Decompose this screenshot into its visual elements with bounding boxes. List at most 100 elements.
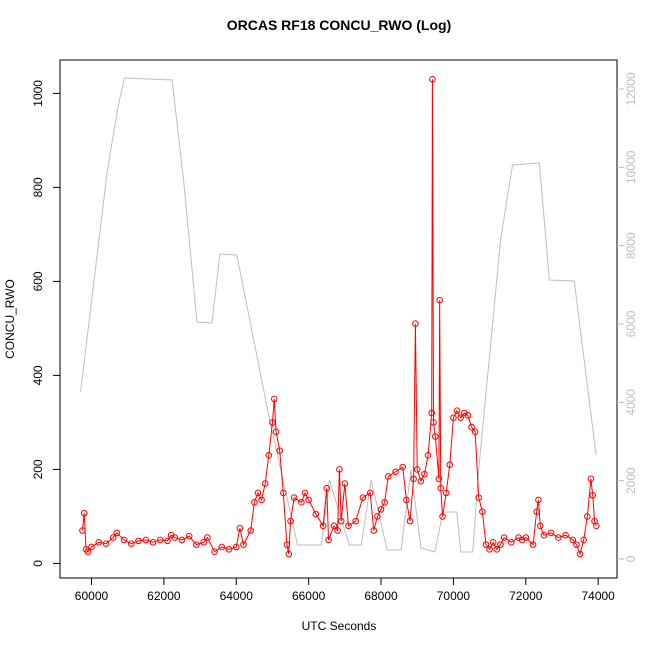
data-point — [193, 541, 200, 548]
data-point — [336, 466, 343, 473]
data-point — [102, 540, 110, 547]
data-point — [429, 75, 436, 83]
y-tick-label: 0 — [31, 560, 45, 567]
data-point — [593, 522, 600, 530]
data-point — [319, 522, 327, 530]
data-point — [337, 517, 345, 525]
data-point — [352, 517, 359, 525]
data-point — [127, 540, 135, 547]
data-point — [471, 428, 479, 436]
data-point — [312, 510, 320, 518]
data-point — [200, 538, 207, 546]
data-point — [508, 538, 515, 546]
data-point — [536, 522, 544, 530]
data-point — [269, 419, 276, 426]
data-point — [522, 534, 530, 541]
data-point — [377, 506, 385, 513]
data-point — [413, 466, 421, 473]
data-point — [468, 423, 475, 431]
data-point — [482, 541, 490, 548]
data-point — [236, 524, 244, 532]
data-point — [120, 536, 128, 544]
data-point — [430, 419, 437, 426]
x-tick-label: 72000 — [509, 589, 543, 603]
series-line — [81, 79, 597, 556]
data-point — [171, 534, 179, 541]
y-tick-label: 800 — [31, 177, 45, 197]
data-point — [374, 513, 381, 520]
data-point — [251, 499, 258, 506]
data-point — [475, 494, 483, 501]
data-point — [84, 548, 92, 555]
data-point — [276, 447, 283, 454]
data-point — [497, 541, 504, 548]
data-point — [569, 536, 577, 544]
data-point — [79, 527, 86, 534]
x-axis-label: UTC Seconds — [302, 619, 377, 633]
data-point — [359, 494, 367, 501]
data-point — [301, 489, 309, 497]
data-point — [272, 428, 280, 436]
data-point — [584, 513, 591, 520]
data-point — [225, 546, 233, 553]
data-point — [211, 548, 218, 555]
data-point — [218, 543, 226, 551]
data-point — [442, 489, 450, 497]
series-line — [80, 77, 597, 553]
chart-title: ORCAS RF18 CONCU_RWO (Log) — [227, 17, 452, 33]
data-point — [384, 473, 392, 480]
data-point — [270, 395, 278, 403]
data-point — [450, 414, 457, 422]
data-point — [489, 538, 497, 546]
x-tick-label: 68000 — [364, 589, 398, 603]
data-point — [204, 534, 211, 541]
data-point — [261, 480, 269, 487]
y2-tick-label: 12000 — [624, 72, 638, 106]
data-point — [403, 496, 410, 504]
data-point — [562, 531, 569, 539]
data-point — [283, 541, 291, 548]
data-point — [290, 494, 298, 501]
data-point — [457, 414, 464, 422]
x-tick-label: 64000 — [220, 589, 254, 603]
data-point — [417, 477, 425, 485]
data-point — [479, 508, 486, 516]
data-point — [240, 541, 247, 548]
data-point — [156, 536, 164, 544]
data-point — [280, 489, 287, 497]
data-point — [254, 489, 262, 497]
data-point — [428, 409, 435, 417]
x-tick-label: 70000 — [437, 589, 471, 603]
y2-tick-label: 10000 — [624, 150, 638, 184]
data-point — [533, 508, 540, 516]
y-axis-label: CONCU_RWO — [3, 279, 17, 359]
data-point — [529, 541, 537, 548]
data-point — [486, 546, 493, 553]
data-point — [573, 541, 580, 548]
data-point — [149, 538, 157, 546]
data-point — [330, 522, 338, 530]
data-point — [406, 517, 414, 525]
data-point — [258, 496, 265, 504]
data-point — [453, 407, 461, 414]
x-tick-label: 60000 — [75, 589, 109, 603]
data-point — [370, 527, 378, 534]
data-point — [232, 543, 240, 551]
data-point — [345, 522, 352, 530]
data-point — [334, 527, 341, 534]
y2-tick-label: 8000 — [624, 232, 638, 259]
data-point — [142, 536, 150, 544]
data-point — [325, 536, 332, 544]
data-point — [412, 320, 419, 328]
data-point — [410, 475, 417, 483]
data-point — [285, 550, 293, 558]
data-point — [164, 537, 171, 545]
y-tick-label: 200 — [31, 459, 45, 479]
data-point — [178, 536, 186, 544]
y-tick-label: 400 — [31, 365, 45, 385]
data-point — [500, 534, 508, 541]
data-point — [576, 550, 584, 558]
y2-tick-label: 6000 — [624, 310, 638, 337]
data-point — [305, 496, 312, 504]
